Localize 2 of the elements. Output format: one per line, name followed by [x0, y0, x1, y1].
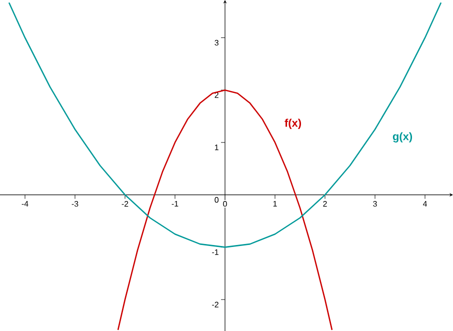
series-label: g(x) [392, 132, 412, 142]
series-label: f(x) [284, 118, 302, 129]
